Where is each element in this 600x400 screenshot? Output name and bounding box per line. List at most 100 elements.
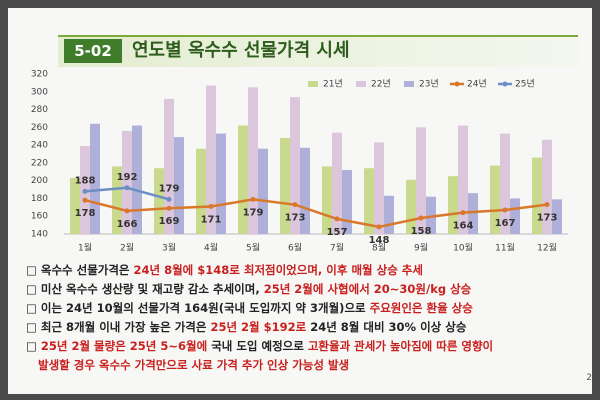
note-text: 고환율과 관세가 높아짐에 따른 영향이 <box>307 339 494 353</box>
data-label: 169 <box>159 216 180 227</box>
bar <box>468 193 478 234</box>
data-label: 179 <box>243 207 264 218</box>
bar <box>552 199 562 234</box>
note-text: □ <box>26 339 41 353</box>
bar <box>500 133 510 234</box>
data-label: 188 <box>75 175 96 186</box>
chart: 140 160 180 200 220 240 260 280 300 320 1월 2월 3월 4월 5월… <box>31 70 568 254</box>
x-tick-label: 12월 <box>537 242 557 254</box>
bar <box>542 139 552 234</box>
bar <box>164 98 174 234</box>
note-text: 주요원인은 환율 상승 <box>369 301 473 315</box>
note-text: □ 옥수수 선물가격은 <box>26 263 134 277</box>
bar <box>532 157 542 234</box>
slide: 5-02 연도별 옥수수 선물가격 시세 140 160 180 200 220 240 2… <box>8 8 592 394</box>
data-label: 173 <box>537 213 558 224</box>
legend-label: 24년 <box>467 79 487 90</box>
note-line: □ 이는 24년 10월의 선물가격 164원(국내 도입까지 약 3개월)으로… <box>26 299 592 318</box>
bar <box>322 166 332 234</box>
point <box>82 188 88 194</box>
bar <box>342 170 352 234</box>
bar <box>280 138 290 234</box>
point <box>250 196 256 202</box>
point <box>124 185 130 191</box>
point <box>166 196 172 202</box>
bar <box>112 166 122 234</box>
point <box>544 202 550 208</box>
bar <box>448 176 458 234</box>
point <box>460 210 466 216</box>
legend-label: 21년 <box>323 79 343 90</box>
point <box>334 216 340 222</box>
x-tick-label: 10월 <box>453 242 473 254</box>
y-tick-label: 220 <box>31 158 48 168</box>
bar <box>174 137 184 234</box>
section-number: 5-02 <box>64 39 122 63</box>
legend-label: 22년 <box>371 79 391 90</box>
legend-swatch <box>454 81 460 87</box>
data-label: 164 <box>453 221 474 232</box>
note-text: 25년 2월에 사협에서 20~30원/kg 상승 <box>263 282 472 296</box>
legend-swatch <box>308 81 318 87</box>
legend-label: 25년 <box>515 79 535 90</box>
data-label: 173 <box>285 213 306 224</box>
bar <box>300 147 310 234</box>
point <box>418 215 424 221</box>
bar <box>384 195 394 234</box>
bar <box>70 178 80 234</box>
data-label: 167 <box>495 218 516 229</box>
point <box>82 197 88 203</box>
x-tick-label: 1월 <box>78 242 92 254</box>
data-label: 178 <box>75 208 96 219</box>
x-tick-label: 2월 <box>120 242 134 254</box>
bar <box>426 196 436 234</box>
page-number: 2 <box>586 373 592 383</box>
point <box>208 203 214 209</box>
data-label: 179 <box>159 183 180 194</box>
bar <box>90 123 100 234</box>
note-text: □ 최근 8개월 이내 가장 높은 가격은 <box>26 320 211 334</box>
bar <box>122 130 132 234</box>
bar <box>196 148 206 234</box>
y-tick-label: 260 <box>31 123 48 133</box>
data-label: 157 <box>327 227 348 238</box>
y-tick-label: 180 <box>31 194 48 204</box>
point <box>376 224 382 230</box>
y-tick-label: 160 <box>31 212 48 222</box>
legend-label: 23년 <box>419 79 439 90</box>
bar <box>510 198 520 234</box>
note-text: 발생할 경우 옥수수 가격만으로 사료 가격 추가 인상 가능성 발생 <box>38 358 350 372</box>
point <box>124 208 130 214</box>
y-tick-label: 280 <box>31 105 48 115</box>
y-tick-label: 140 <box>31 230 48 240</box>
x-tick-label: 5월 <box>246 242 260 254</box>
legend-swatch <box>356 81 366 87</box>
bar <box>132 125 142 234</box>
bar <box>364 168 374 234</box>
data-label: 166 <box>117 219 138 230</box>
bar <box>458 125 468 234</box>
note-line: □ 최근 8개월 이내 가장 높은 가격은 25년 2월 $192로 24년 8… <box>26 318 592 337</box>
bar <box>206 85 216 234</box>
x-tick-label: 8월 <box>372 242 386 254</box>
note-text: 25년 2월 $192로 <box>210 320 307 334</box>
bar <box>258 148 268 234</box>
note-text: 25년 2월 물량은 25년 5~6월에 <box>40 339 208 353</box>
bar <box>406 179 416 234</box>
bar <box>490 165 500 234</box>
note-text: 국내 도입 예정으로 <box>207 339 308 353</box>
x-tick-label: 4월 <box>204 242 218 254</box>
point <box>292 202 298 208</box>
legend-swatch <box>502 81 508 87</box>
x-tick-label: 9월 <box>414 242 428 254</box>
point <box>166 205 172 211</box>
note-line: □ 25년 2월 물량은 25년 5~6월에 국내 도입 예정으로 고환율과 관… <box>26 337 592 356</box>
y-tick-label: 200 <box>31 176 48 186</box>
header: 5-02 연도별 옥수수 선물가격 시세 <box>58 35 578 67</box>
bar <box>374 142 384 234</box>
bar <box>416 127 426 234</box>
y-tick-label: 300 <box>31 87 48 97</box>
note-line: 발생할 경우 옥수수 가격만으로 사료 가격 추가 인상 가능성 발생 <box>26 356 592 375</box>
y-tick-label: 320 <box>31 70 48 80</box>
